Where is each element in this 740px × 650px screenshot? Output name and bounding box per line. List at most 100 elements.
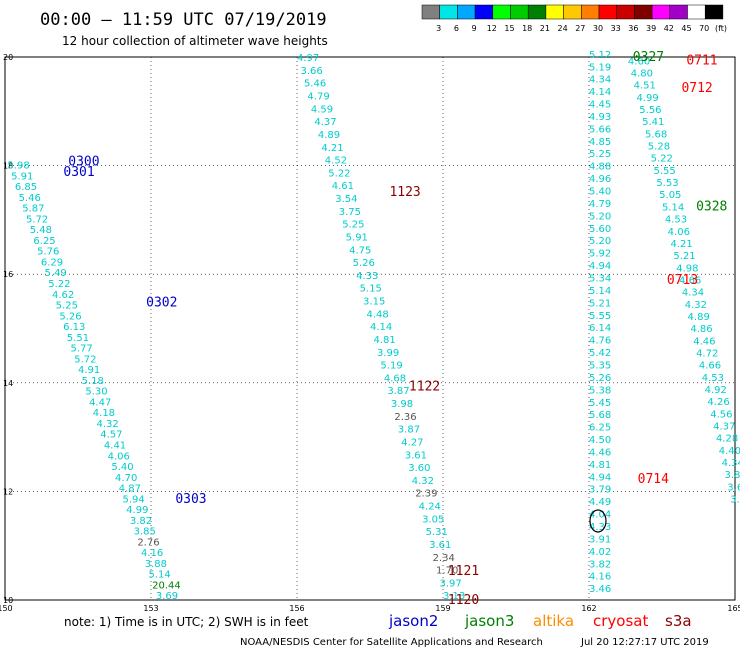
wave-height-value: 4.99 [126,505,148,516]
wave-height-value: 4.02 [589,547,611,558]
legend-label: 45 [681,24,691,33]
pass-time-label: 1122 [409,380,440,395]
chart-subtitle: 12 hour collection of altimeter wave hei… [62,34,328,48]
pass-time-label: 1120 [448,593,479,608]
wave-height-value: 5.31 [426,527,448,538]
wave-height-value: 5.55 [653,166,675,177]
wave-height-value: 3.61 [429,540,451,551]
wave-height-value: 4.45 [589,100,611,111]
legend-swatch [421,4,440,20]
wave-height-value: 5.53 [656,178,678,189]
wave-height-value: 5.21 [673,251,695,262]
wave-height-value: 4.16 [589,572,611,583]
wave-height-value: 4.33 [356,271,378,282]
y-tick-label: 18 [3,162,13,171]
wave-height-value: 5.38 [589,385,611,396]
wave-height-value: 5.22 [48,279,70,290]
legend-swatch [545,4,564,20]
wave-height-value: 2.36 [394,412,416,423]
wave-height-value: 4.66 [699,361,721,372]
wave-height-value: 5.15 [360,284,382,295]
wave-height-value: 4.87 [119,484,141,495]
legend-swatch [651,4,671,20]
wave-height-value: 5.77 [71,344,93,355]
track-loop-marker [589,509,607,533]
legend-swatch [527,4,547,20]
wave-height-value: 4.18 [93,408,115,419]
pass-time-label: 0302 [146,295,177,310]
wave-height-value: 5.30 [85,387,107,398]
y-tick-label: 16 [3,270,13,279]
footer-note: note: 1) Time is in UTC; 2) SWH is in fe… [64,615,309,629]
wave-height-value: 4.86 [690,324,712,335]
legend-swatch [510,4,529,20]
wave-height-value: 3.85 [134,527,156,538]
wave-height-value: 4.91 [78,365,100,376]
pass-time-label: 0303 [175,492,206,507]
wave-height-value: 5.72 [26,214,48,225]
wave-height-value: 4.96 [589,174,611,185]
wave-height-value: 3.98 [391,399,413,410]
wave-height-value: 5.05 [659,190,681,201]
legend-swatch [704,4,724,20]
pass-time-label: 0300 [68,154,99,169]
wave-height-value: 2.34 [433,553,455,564]
wave-height-value: 5.55 [589,311,611,322]
wave-height-value: 5.25 [589,149,611,160]
wave-height-value: 4.85 [589,137,611,148]
wave-height-value: 4.24 [419,502,441,513]
satellite-name: s3a [665,612,692,630]
wave-height-value: 5.91 [346,232,368,243]
wave-height-value: 5.35 [589,360,611,371]
wave-height-value: 4.06 [668,227,690,238]
wave-height-value: 4.46 [589,447,611,458]
wave-height-value: 5.25 [342,220,364,231]
legend-label: 30 [593,24,603,33]
wave-height-value: 3.97 [440,578,462,589]
wave-height-value: 6.85 [15,182,37,193]
pass-time-label: 0327 [633,50,664,65]
wave-height-value: 4.88 [589,162,611,173]
pass-time-label: 1123 [389,185,420,200]
wave-height-value: 4.32 [96,419,118,430]
wave-height-value: 3.60 [408,463,430,474]
wave-height-value: 5.98 [7,161,29,172]
wave-height-value: 5.28 [648,142,670,153]
wave-height-value: 3.87 [387,386,409,397]
wave-height-value: 4.89 [688,312,710,323]
x-tick-label: 150 [0,604,13,613]
legend-label: 18 [522,24,532,33]
wave-height-value: 3.69 [156,591,178,602]
wave-height-value: 5.34 [589,273,611,284]
wave-height-value: 4.21 [321,143,343,154]
y-tick-label: 14 [3,379,13,388]
legend-swatch [439,4,458,20]
wave-height-value: 4.53 [702,373,724,384]
wave-height-value: 4.32 [412,476,434,487]
wave-height-value: 5.46 [304,79,326,90]
wave-height-value: 5.94 [122,494,144,505]
wave-height-value: 4.26 [707,397,729,408]
footer-timestamp: Jul 20 12:27:17 UTC 2019 [580,637,709,648]
wave-height-value: 3.79 [589,485,611,496]
wave-height-value: 3.64 [727,482,740,493]
wave-height-value: 4.41 [104,440,126,451]
legend-label: 3 [436,24,441,33]
wave-height-value: 3.82 [130,516,152,527]
wave-height-value: 4.47 [89,397,111,408]
wave-height-value: 3.46 [589,584,611,595]
wave-height-value: 4.57 [100,430,122,441]
wave-height-value: 5.20 [589,211,611,222]
wave-height-value: 4.49 [589,497,611,508]
pass-time-label: 0713 [667,273,698,288]
y-tick-labels: 10 12 14 16 18 20 [3,53,13,605]
wave-height-value: 1.70 [436,566,458,577]
wave-height-value: 4.51 [634,81,656,92]
wave-height-value: 5.26 [589,373,611,384]
legend-label: 42 [664,24,674,33]
wave-height-value: 5.19 [380,361,402,372]
wave-height-value: 5.68 [589,410,611,421]
wave-height-value: 5.46 [19,193,41,204]
wave-height-value: 4.46 [693,336,715,347]
satellite-name: jason2 [388,612,438,630]
